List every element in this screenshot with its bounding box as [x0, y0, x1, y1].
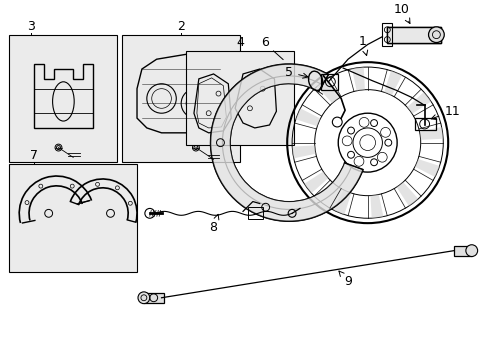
Wedge shape: [414, 159, 439, 177]
Wedge shape: [304, 171, 327, 193]
Wedge shape: [292, 145, 315, 158]
Text: 3: 3: [27, 20, 35, 33]
Text: 4: 4: [236, 36, 244, 49]
Text: 5: 5: [285, 66, 307, 79]
Text: 6: 6: [260, 36, 283, 60]
Wedge shape: [295, 108, 320, 126]
Bar: [122, 35, 240, 162]
Text: 11: 11: [430, 105, 459, 120]
Wedge shape: [370, 194, 383, 218]
Text: 10: 10: [393, 3, 409, 23]
Text: 2: 2: [177, 20, 185, 33]
Wedge shape: [419, 127, 442, 140]
Bar: [386, 27, 440, 42]
Text: 9: 9: [338, 271, 351, 288]
Bar: [453, 246, 471, 256]
Text: 8: 8: [209, 214, 219, 234]
Bar: [9, 35, 117, 162]
Wedge shape: [396, 182, 417, 206]
Wedge shape: [406, 92, 430, 114]
Wedge shape: [333, 190, 350, 215]
Bar: [186, 51, 293, 145]
Bar: [9, 164, 137, 272]
Wedge shape: [383, 71, 401, 95]
Wedge shape: [351, 67, 364, 91]
Circle shape: [465, 245, 477, 257]
Bar: [320, 74, 338, 90]
Text: 7: 7: [30, 149, 38, 162]
Bar: [143, 293, 163, 303]
Wedge shape: [210, 64, 362, 221]
Bar: [414, 118, 435, 130]
Circle shape: [427, 27, 444, 42]
Bar: [386, 27, 440, 42]
Bar: [386, 27, 440, 42]
Bar: [382, 23, 391, 46]
Wedge shape: [317, 79, 338, 103]
Bar: [247, 207, 262, 219]
Circle shape: [138, 292, 149, 303]
Text: 1: 1: [358, 36, 367, 55]
